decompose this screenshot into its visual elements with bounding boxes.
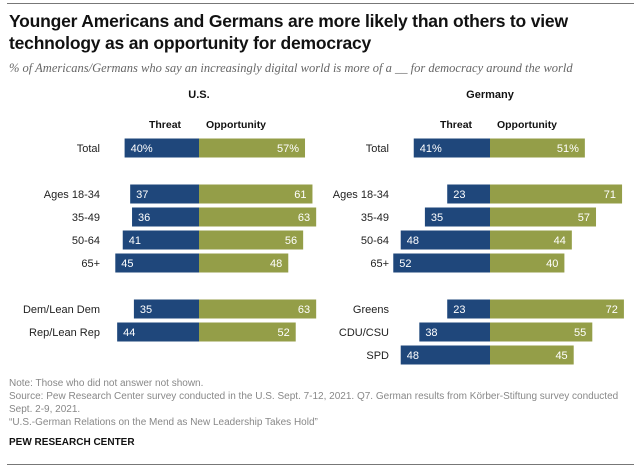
- bar-opportunity: [490, 138, 585, 158]
- bar-threat: [117, 322, 199, 342]
- bar-threat: [447, 299, 490, 319]
- source: Source: Pew Research Center survey condu…: [9, 391, 619, 415]
- panel-title: U.S.: [188, 89, 209, 101]
- bar-threat: [400, 345, 490, 365]
- label-threat: 35: [140, 304, 152, 316]
- bar-threat: [133, 299, 199, 319]
- label-threat: 44: [123, 327, 135, 339]
- bar-threat: [419, 322, 490, 342]
- label-threat: 38: [425, 327, 437, 339]
- bar-opportunity: [490, 299, 624, 319]
- label-threat: 48: [407, 350, 419, 362]
- bar-threat: [400, 230, 490, 250]
- label-opportunity: 45: [555, 350, 567, 362]
- chart-title: Younger Americans and Germans are more l…: [9, 11, 568, 53]
- bar-opportunity: [490, 253, 565, 273]
- bar-opportunity: [199, 230, 304, 250]
- bar-opportunity: [490, 184, 623, 204]
- label-threat: 41: [129, 235, 141, 247]
- label-threat: 40%: [131, 143, 153, 155]
- bar-opportunity: [199, 299, 317, 319]
- label-opportunity: 57: [578, 212, 590, 224]
- label-opportunity: 57%: [277, 143, 299, 155]
- note: Note: Those who did not answer not shown…: [9, 378, 204, 389]
- legend-threat: Threat: [440, 119, 473, 131]
- row-label: Dem/Lean Dem: [23, 304, 100, 316]
- row-label: Rep/Lean Rep: [29, 327, 100, 339]
- label-opportunity: 71: [604, 189, 616, 201]
- legend-opportunity: Opportunity: [206, 119, 266, 131]
- report-title: “U.S.-German Relations on the Mend as Ne…: [9, 417, 318, 428]
- label-threat: 41%: [420, 143, 442, 155]
- row-label: Total: [77, 143, 100, 155]
- footnotes: Note: Those who did not answer not shown…: [9, 377, 629, 429]
- row-label: Ages 18-34: [44, 189, 100, 201]
- label-opportunity: 52: [277, 327, 289, 339]
- label-opportunity: 56: [285, 235, 297, 247]
- bar-threat: [115, 253, 199, 273]
- bar-opportunity: [490, 322, 593, 342]
- label-threat: 23: [453, 189, 465, 201]
- legend-opportunity: Opportunity: [497, 119, 557, 131]
- bar-opportunity: [490, 345, 574, 365]
- top-rule: [7, 3, 634, 4]
- label-opportunity: 72: [606, 304, 618, 316]
- row-label: 65+: [370, 258, 389, 270]
- label-opportunity: 61: [294, 189, 306, 201]
- row-label: SPD: [366, 350, 389, 362]
- row-label: 50-64: [72, 235, 100, 247]
- label-opportunity: 63: [298, 304, 310, 316]
- bar-threat: [122, 230, 199, 250]
- label-threat: 35: [431, 212, 443, 224]
- row-label: Total: [366, 143, 389, 155]
- label-threat: 52: [399, 258, 411, 270]
- row-label: 35-49: [361, 212, 389, 224]
- label-opportunity: 40: [546, 258, 558, 270]
- bar-opportunity: [199, 322, 296, 342]
- row-label: 50-64: [361, 235, 389, 247]
- bar-threat: [132, 207, 199, 227]
- label-threat: 48: [407, 235, 419, 247]
- legend-threat: Threat: [149, 119, 182, 131]
- brand: PEW RESEARCH CENTER: [9, 437, 135, 448]
- label-threat: 23: [453, 304, 465, 316]
- label-opportunity: 63: [298, 212, 310, 224]
- bottom-rule: [7, 464, 634, 465]
- bar-threat: [424, 207, 490, 227]
- bar-threat: [130, 184, 199, 204]
- bar-threat: [447, 184, 490, 204]
- label-opportunity: 55: [574, 327, 586, 339]
- bar-opportunity: [199, 138, 306, 158]
- chart-subtitle: % of Americans/Germans who say an increa…: [9, 61, 573, 75]
- panel-title: Germany: [466, 89, 515, 101]
- bar-opportunity: [490, 230, 572, 250]
- label-threat: 36: [138, 212, 150, 224]
- label-opportunity: 48: [270, 258, 282, 270]
- row-label: Ages 18-34: [333, 189, 389, 201]
- row-label: 35-49: [72, 212, 100, 224]
- row-label: Greens: [353, 304, 390, 316]
- row-label: CDU/CSU: [339, 327, 389, 339]
- bar-opportunity: [199, 207, 317, 227]
- bar-threat: [413, 138, 490, 158]
- bar-opportunity: [199, 184, 313, 204]
- label-opportunity: 51%: [557, 143, 579, 155]
- bar-threat: [124, 138, 199, 158]
- bar-opportunity: [199, 253, 289, 273]
- row-label: 65+: [81, 258, 100, 270]
- label-threat: 45: [121, 258, 133, 270]
- bar-opportunity: [490, 207, 597, 227]
- bar-threat: [393, 253, 490, 273]
- label-threat: 37: [136, 189, 148, 201]
- label-opportunity: 44: [554, 235, 566, 247]
